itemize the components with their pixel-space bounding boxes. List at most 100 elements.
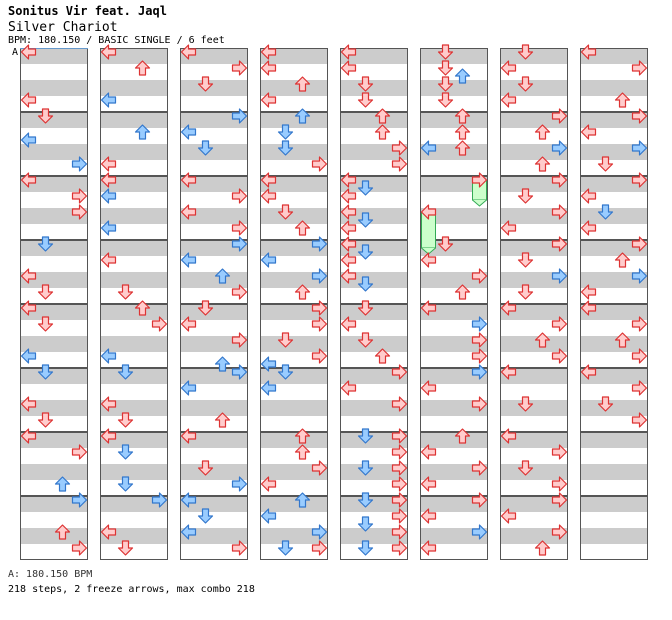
right-arrow-icon <box>471 316 488 332</box>
right-arrow-icon <box>391 444 408 460</box>
up-arrow-icon <box>294 220 311 236</box>
up-arrow-icon <box>374 348 391 364</box>
stripe <box>20 112 88 128</box>
stripe <box>260 496 328 512</box>
stripe <box>580 400 648 416</box>
measure-frame <box>100 368 168 432</box>
left-arrow-icon <box>100 348 117 364</box>
stripe <box>420 496 488 512</box>
measure-frame <box>180 368 248 432</box>
stripe <box>340 464 408 480</box>
stripe <box>260 240 328 256</box>
stripe <box>20 144 88 160</box>
measure-frame <box>100 240 168 304</box>
down-arrow-icon <box>117 540 134 556</box>
stripe <box>100 80 168 96</box>
measure-frame <box>260 240 328 304</box>
down-arrow-icon <box>517 188 534 204</box>
right-arrow-icon <box>471 268 488 284</box>
measure-frame <box>340 432 408 496</box>
right-arrow-icon <box>391 140 408 156</box>
stripe <box>500 368 568 384</box>
stripe <box>420 272 488 288</box>
up-arrow-icon <box>214 412 231 428</box>
down-arrow-icon <box>277 540 294 556</box>
stripe <box>340 400 408 416</box>
right-arrow-icon <box>231 540 248 556</box>
stripe <box>580 368 648 384</box>
measure-frame <box>500 176 568 240</box>
left-arrow-icon <box>420 444 437 460</box>
measure-frame <box>180 304 248 368</box>
measure-frame <box>580 48 648 112</box>
right-arrow-icon <box>311 524 328 540</box>
down-arrow-icon <box>437 92 454 108</box>
up-arrow-icon <box>294 76 311 92</box>
right-arrow-icon <box>231 284 248 300</box>
stripe <box>100 112 168 128</box>
measure-frame <box>260 112 328 176</box>
up-arrow-icon <box>454 428 471 444</box>
down-arrow-icon <box>117 476 134 492</box>
left-arrow-icon <box>580 300 597 316</box>
right-arrow-icon <box>311 156 328 172</box>
stripe <box>340 528 408 544</box>
stripe <box>500 400 568 416</box>
down-arrow-icon <box>37 236 54 252</box>
right-arrow-icon <box>151 492 168 508</box>
stripe <box>180 432 248 448</box>
right-arrow-icon <box>631 236 648 252</box>
left-arrow-icon <box>580 284 597 300</box>
down-arrow-icon <box>357 276 374 292</box>
left-arrow-icon <box>100 428 117 444</box>
down-arrow-icon <box>197 140 214 156</box>
right-arrow-icon <box>391 460 408 476</box>
measure-frame <box>580 432 648 496</box>
left-arrow-icon <box>580 44 597 60</box>
left-arrow-icon <box>20 172 37 188</box>
stripe <box>580 496 648 512</box>
up-arrow-icon <box>374 124 391 140</box>
left-arrow-icon <box>340 252 357 268</box>
up-arrow-icon <box>54 524 71 540</box>
up-arrow-icon <box>534 540 551 556</box>
measure-frame <box>20 240 88 304</box>
left-arrow-icon <box>580 188 597 204</box>
stripe <box>180 272 248 288</box>
left-arrow-icon <box>420 204 437 220</box>
down-arrow-icon <box>517 284 534 300</box>
up-arrow-icon <box>454 140 471 156</box>
left-arrow-icon <box>340 316 357 332</box>
left-arrow-icon <box>420 508 437 524</box>
right-arrow-icon <box>71 156 88 172</box>
right-arrow-icon <box>551 476 568 492</box>
measure-frame <box>100 48 168 112</box>
right-arrow-icon <box>471 332 488 348</box>
stripe <box>500 80 568 96</box>
measure-frame <box>20 432 88 496</box>
down-arrow-icon <box>197 460 214 476</box>
measure-frame <box>420 432 488 496</box>
stripe <box>500 48 568 64</box>
stripe <box>420 112 488 128</box>
down-arrow-icon <box>357 76 374 92</box>
stripe <box>100 272 168 288</box>
up-arrow-icon <box>614 252 631 268</box>
stripe <box>340 48 408 64</box>
down-arrow-icon <box>357 180 374 196</box>
measure-frame <box>500 368 568 432</box>
stripe <box>260 80 328 96</box>
measure-frame <box>20 496 88 560</box>
right-arrow-icon <box>631 268 648 284</box>
measure-frame <box>420 496 488 560</box>
song-title: Silver Chariot <box>8 20 118 35</box>
right-arrow-icon <box>551 348 568 364</box>
down-arrow-icon <box>597 156 614 172</box>
stripe <box>340 496 408 512</box>
right-arrow-icon <box>631 380 648 396</box>
stripe <box>420 240 488 256</box>
down-arrow-icon <box>357 332 374 348</box>
left-arrow-icon <box>340 204 357 220</box>
stripe <box>100 240 168 256</box>
stripe <box>340 240 408 256</box>
